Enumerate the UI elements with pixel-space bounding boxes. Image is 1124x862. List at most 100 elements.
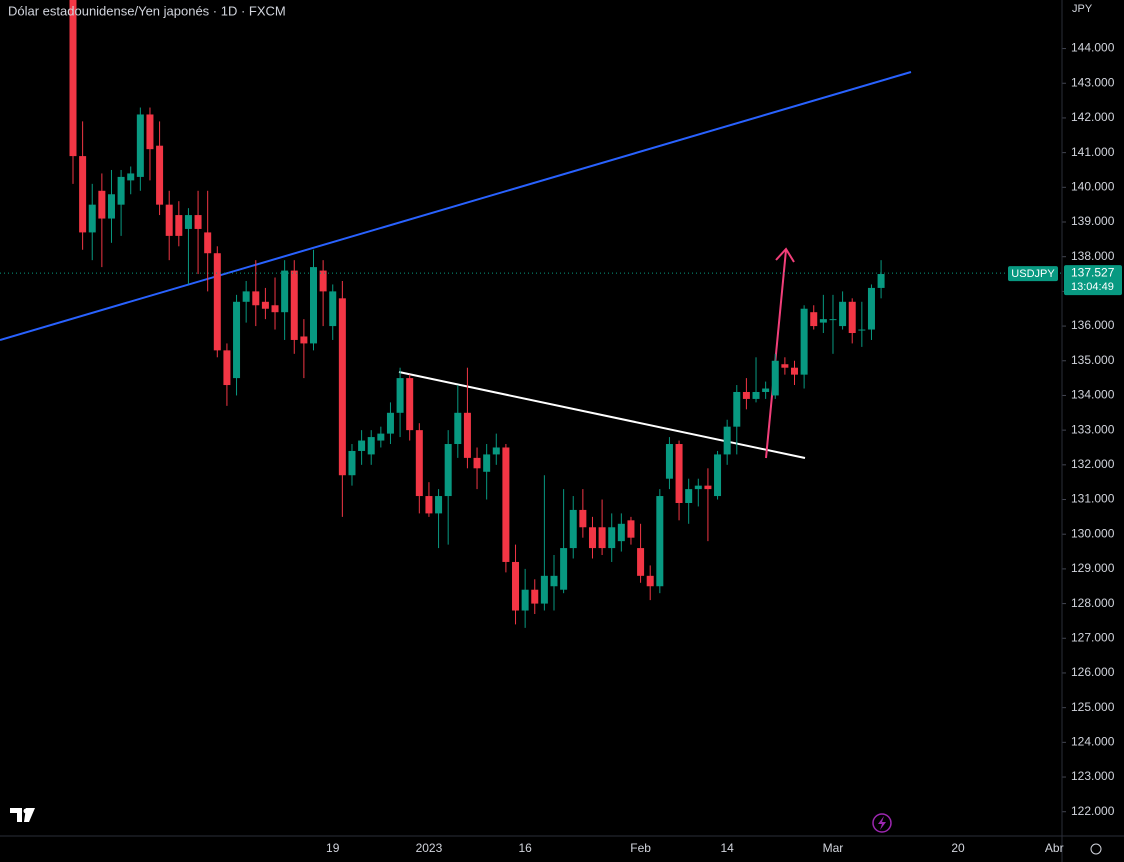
- candle-body: [800, 308, 808, 375]
- price-tag-label: 137.527: [1071, 265, 1115, 279]
- candle-body: [637, 548, 645, 576]
- candle-body: [550, 575, 558, 587]
- candle-body: [194, 215, 202, 229]
- y-tick-label: 136.000: [1071, 318, 1115, 332]
- y-tick-label: 135.000: [1071, 353, 1115, 367]
- candle-body: [175, 215, 183, 236]
- y-tick-label: 128.000: [1071, 596, 1115, 610]
- candle-body: [714, 454, 722, 497]
- candle-body: [675, 444, 683, 503]
- candle-body: [348, 450, 356, 476]
- candle-body: [415, 430, 423, 497]
- candle-body: [454, 412, 462, 445]
- candle-body: [492, 447, 500, 455]
- candle-body: [261, 301, 269, 309]
- candle-body: [608, 527, 616, 549]
- candle-body: [742, 391, 750, 399]
- candle-body: [752, 391, 760, 399]
- candle-body: [146, 114, 154, 150]
- candle-body: [386, 412, 394, 434]
- y-tick-label: 127.000: [1071, 630, 1115, 644]
- candle-body: [252, 291, 260, 306]
- candle-body: [858, 329, 866, 331]
- candle-body: [165, 204, 173, 236]
- candle-body: [569, 509, 577, 549]
- y-tick-label: 124.000: [1071, 735, 1115, 749]
- candle-body: [310, 267, 317, 344]
- alert-icon: [878, 816, 886, 830]
- y-tick-label: 126.000: [1071, 665, 1115, 679]
- candle-body: [540, 575, 548, 604]
- arrow-head: [775, 247, 795, 263]
- candle-body: [290, 270, 298, 340]
- candle-body: [704, 485, 712, 490]
- candle-body: [829, 319, 837, 321]
- y-tick-label: 122.000: [1071, 804, 1115, 818]
- candle-body: [367, 437, 375, 455]
- candle-body: [877, 274, 885, 288]
- candle-body: [665, 444, 673, 479]
- candle-body: [762, 388, 770, 392]
- candle-body: [502, 447, 510, 562]
- candle-body: [223, 350, 231, 386]
- candle-body: [531, 589, 539, 604]
- candle-body: [233, 301, 241, 379]
- symbol-label: USDJPY: [1011, 268, 1055, 280]
- candle-body: [127, 173, 135, 181]
- candle-body: [281, 270, 289, 313]
- candle-body: [723, 426, 731, 455]
- y-tick-label: 140.000: [1071, 179, 1115, 193]
- candle-body: [579, 509, 587, 528]
- y-tick-label: 141.000: [1071, 145, 1115, 159]
- countdown: 13:04:49: [1071, 281, 1114, 293]
- candle-body: [136, 114, 144, 177]
- trend-line[interactable]: [0, 71, 912, 341]
- candle-body: [791, 367, 798, 375]
- candle-body: [848, 301, 856, 334]
- y-tick-label: 132.000: [1071, 457, 1115, 471]
- y-tick-label: 139.000: [1071, 214, 1115, 228]
- y-tick-label: 125.000: [1071, 700, 1115, 714]
- currency[interactable]: JPY: [1072, 3, 1093, 15]
- x-tick-label: 20: [951, 841, 965, 855]
- candle-body: [204, 232, 212, 254]
- candle-body: [98, 190, 106, 219]
- candle-body: [521, 589, 529, 611]
- candle-body: [69, 0, 77, 157]
- candle-body: [733, 391, 741, 427]
- candle-body: [598, 527, 606, 549]
- candle-body: [473, 457, 481, 469]
- settings-icon[interactable]: [1090, 843, 1102, 855]
- x-tick-label: Mar: [823, 841, 844, 855]
- candle-body: [810, 312, 818, 327]
- candle-body: [425, 496, 433, 514]
- y-tick-label: 143.000: [1071, 75, 1115, 89]
- candle-body: [184, 215, 192, 229]
- x-tick-label: 16: [518, 841, 532, 855]
- candle-body: [242, 291, 250, 302]
- candle-body: [646, 575, 654, 587]
- candle-body: [79, 156, 87, 233]
- candle-body: [406, 378, 414, 431]
- y-tick-label: 123.000: [1071, 769, 1115, 783]
- alert-icon[interactable]: [872, 813, 892, 833]
- candle-body: [88, 204, 96, 233]
- symbol-tag: [1008, 266, 1058, 282]
- candle-body: [560, 548, 568, 590]
- candle-body: [377, 433, 385, 441]
- y-tick-label: 130.000: [1071, 526, 1115, 540]
- trend-line[interactable]: [398, 371, 806, 459]
- arrow-line[interactable]: [765, 249, 787, 459]
- candle-body: [819, 319, 827, 323]
- candle-body: [338, 298, 346, 476]
- candle-body: [694, 485, 702, 490]
- x-tick-label: 19: [326, 841, 340, 855]
- candle-body: [117, 176, 125, 205]
- y-tick-label: 142.000: [1071, 110, 1115, 124]
- candle-body: [358, 440, 366, 451]
- candle-body: [463, 412, 471, 458]
- price-tag: [1064, 265, 1122, 296]
